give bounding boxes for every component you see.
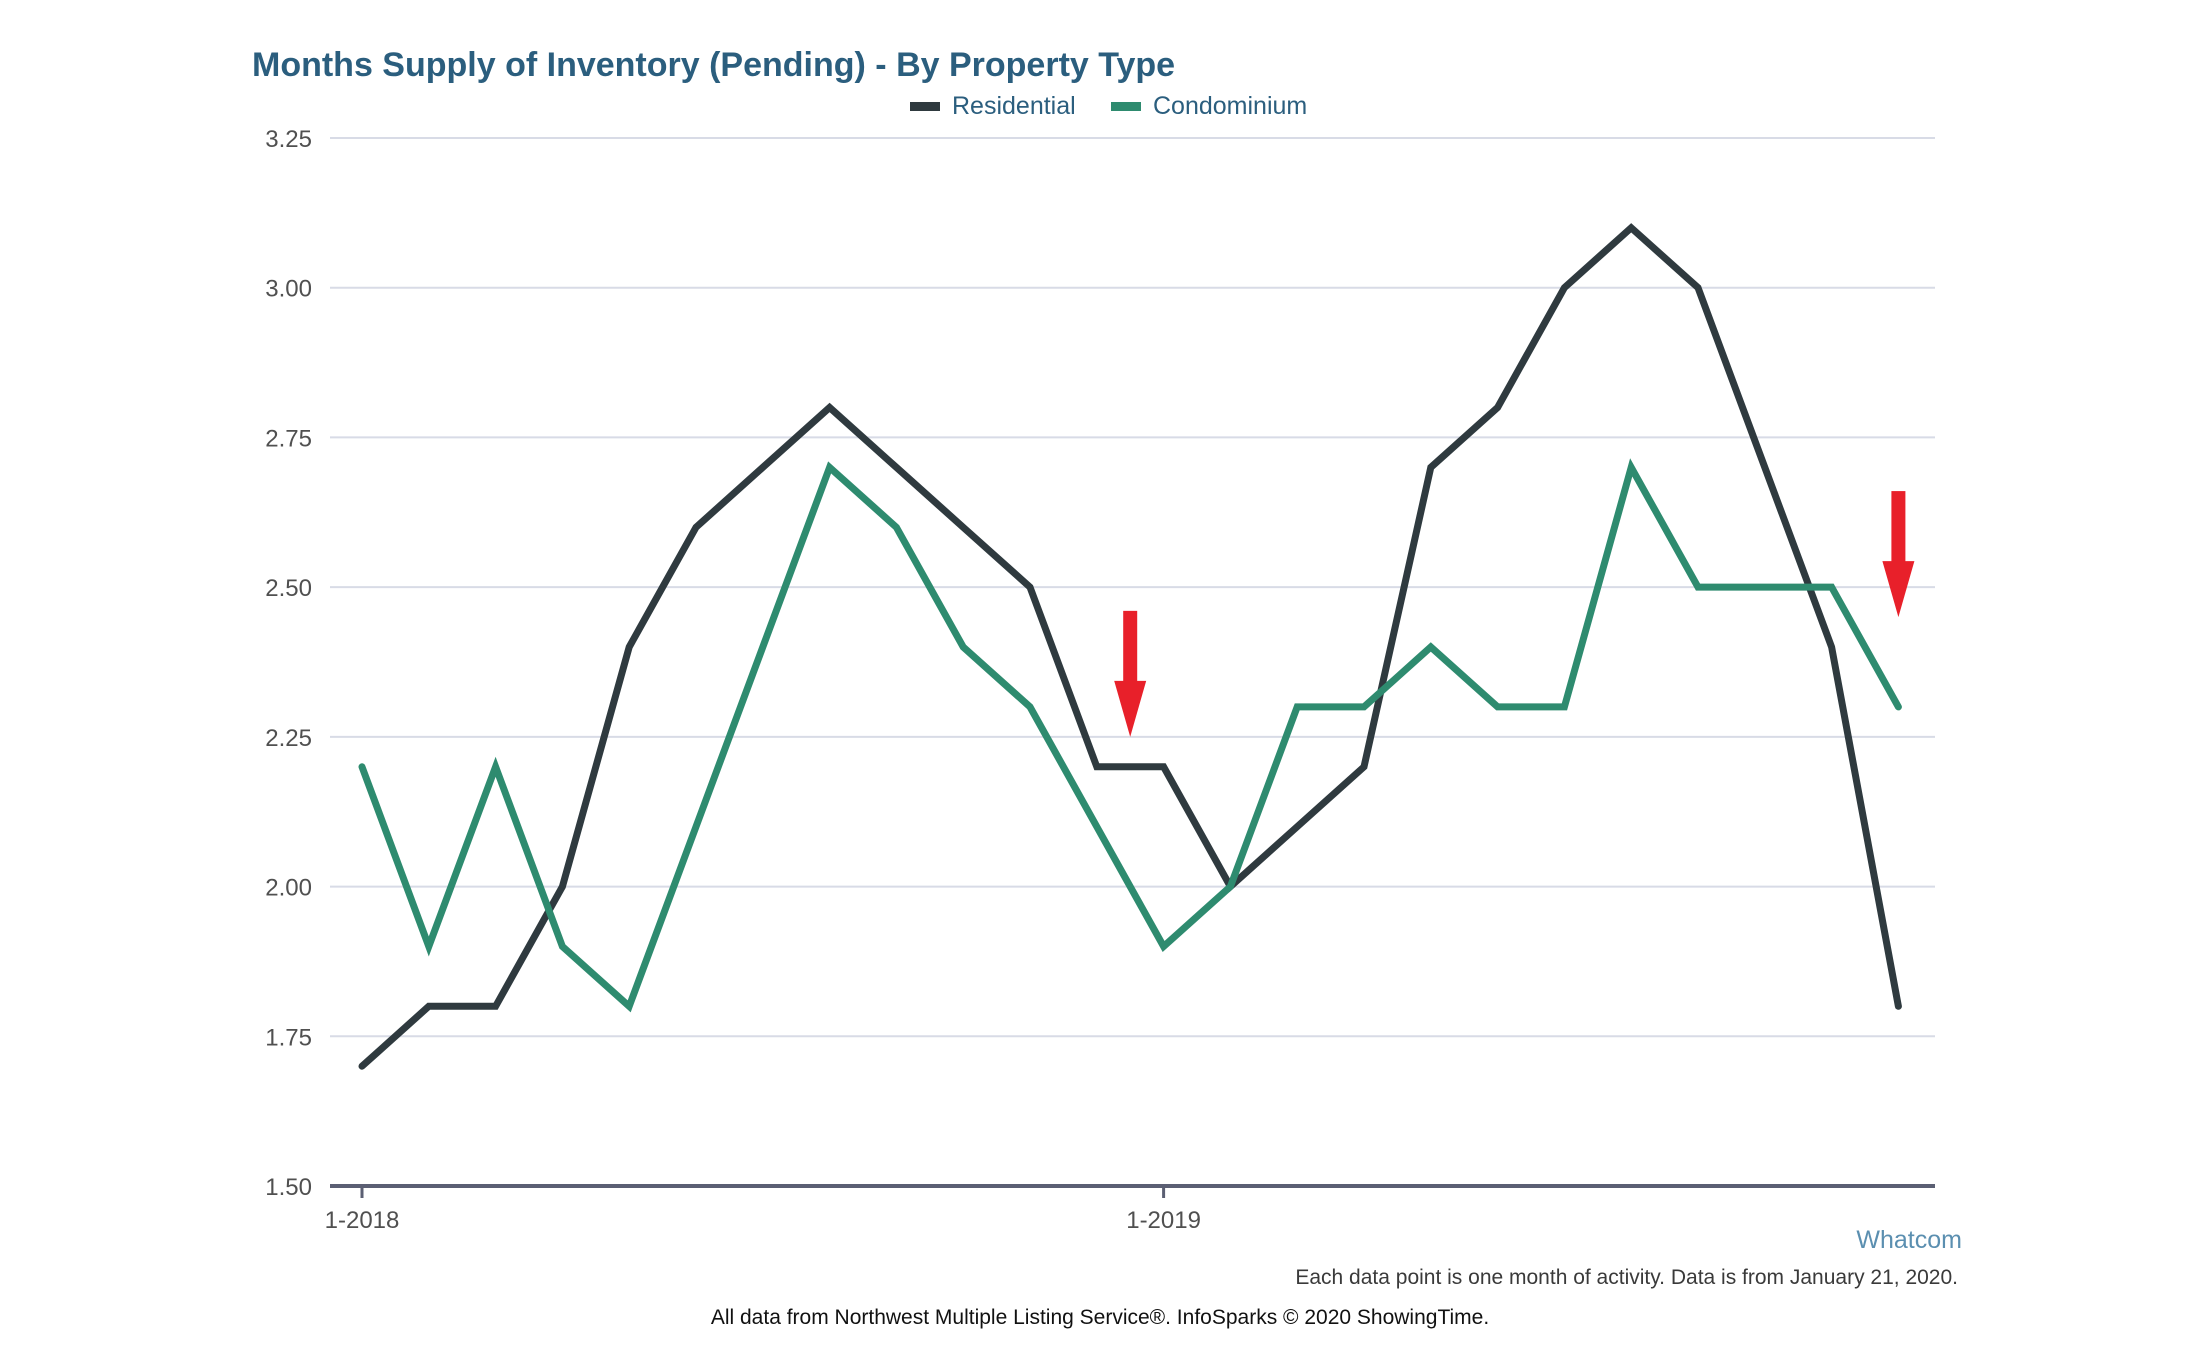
red-arrow-icon xyxy=(1882,491,1915,618)
annotations xyxy=(1114,491,1915,737)
legend: Residential Condominium xyxy=(910,92,1307,120)
y-axis-ticks: 1.50 1.75 2.00 2.25 2.50 2.75 3.00 3.25 xyxy=(265,126,312,1201)
y-tick-label: 3.25 xyxy=(265,126,312,153)
chart-title: Months Supply of Inventory (Pending) - B… xyxy=(252,46,1175,84)
legend-label-condominium: Condominium xyxy=(1153,92,1307,120)
y-tick-label: 3.00 xyxy=(265,276,312,303)
legend-swatch-condominium xyxy=(1111,102,1141,111)
y-tick-label: 2.50 xyxy=(265,575,312,602)
x-tick-label: 1-2019 xyxy=(1126,1207,1201,1234)
x-axis-ticks: 1-2018 1-2019 xyxy=(325,1186,1201,1234)
y-tick-label: 2.75 xyxy=(265,425,312,452)
y-tick-label: 2.00 xyxy=(265,875,312,902)
y-tick-label: 2.25 xyxy=(265,725,312,752)
legend-label-residential: Residential xyxy=(952,92,1076,120)
data-note: Each data point is one month of activity… xyxy=(1295,1266,1958,1289)
legend-swatch-residential xyxy=(910,102,940,111)
red-arrow-icon xyxy=(1114,610,1147,737)
region-label: Whatcom xyxy=(1856,1226,1962,1254)
y-tick-label: 1.75 xyxy=(265,1024,312,1051)
grid-lines xyxy=(330,137,1935,1038)
y-tick-label: 1.50 xyxy=(265,1174,312,1201)
x-tick-label: 1-2018 xyxy=(325,1207,400,1234)
series-line-residential xyxy=(358,223,1902,1070)
series-line-condominium xyxy=(358,458,1902,1013)
series-lines xyxy=(358,223,1902,1070)
source-note: All data from Northwest Multiple Listing… xyxy=(711,1306,1489,1329)
